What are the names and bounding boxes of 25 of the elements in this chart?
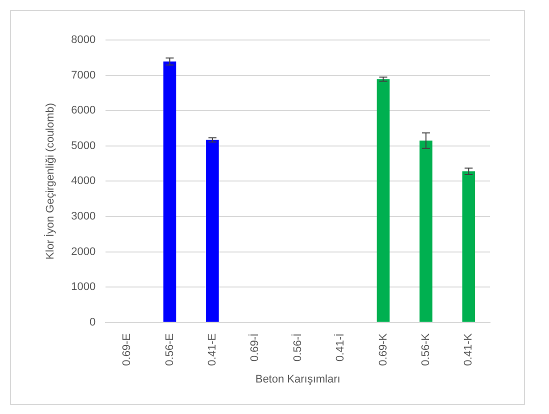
x-tick-label: 0.56-E bbox=[164, 333, 176, 366]
x-tick-label: 0.69-İ bbox=[248, 333, 262, 362]
bar bbox=[462, 171, 476, 322]
y-axis-title: Klor İyon Geçirgenliği (coulomb) bbox=[44, 102, 57, 260]
x-tick-label: 0.41-E bbox=[206, 333, 218, 366]
bar bbox=[206, 140, 219, 322]
y-tick-label: 4000 bbox=[71, 175, 96, 188]
bar bbox=[163, 62, 176, 322]
x-axis-title: Beton Karışımları bbox=[255, 373, 340, 386]
x-tick-label: 0.56-İ bbox=[290, 333, 304, 362]
x-tick-label: 0.41-K bbox=[462, 332, 475, 366]
x-tick-label: 0.69-E bbox=[121, 333, 134, 366]
y-tick-label: 2000 bbox=[71, 246, 96, 258]
bar bbox=[420, 140, 432, 322]
y-tick-label: 8000 bbox=[71, 34, 96, 46]
y-tick-label: 3000 bbox=[71, 210, 96, 223]
bar bbox=[376, 79, 390, 322]
x-tick-label: 0.41-İ bbox=[334, 333, 347, 362]
y-tick-label: 7000 bbox=[71, 69, 96, 82]
y-tick-label: 6000 bbox=[71, 104, 96, 117]
y-tick-label: 0 bbox=[90, 316, 96, 328]
x-tick-label: 0.69-K bbox=[377, 332, 390, 366]
y-tick-label: 5000 bbox=[71, 140, 96, 152]
x-tick-label: 0.56-K bbox=[420, 332, 432, 366]
y-tick-label: 1000 bbox=[71, 281, 96, 294]
